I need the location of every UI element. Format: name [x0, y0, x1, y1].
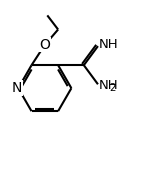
Text: NH: NH [99, 79, 118, 92]
Text: N: N [12, 81, 22, 95]
Text: O: O [39, 38, 50, 52]
Text: NH: NH [99, 38, 118, 51]
Text: 2: 2 [109, 83, 115, 93]
